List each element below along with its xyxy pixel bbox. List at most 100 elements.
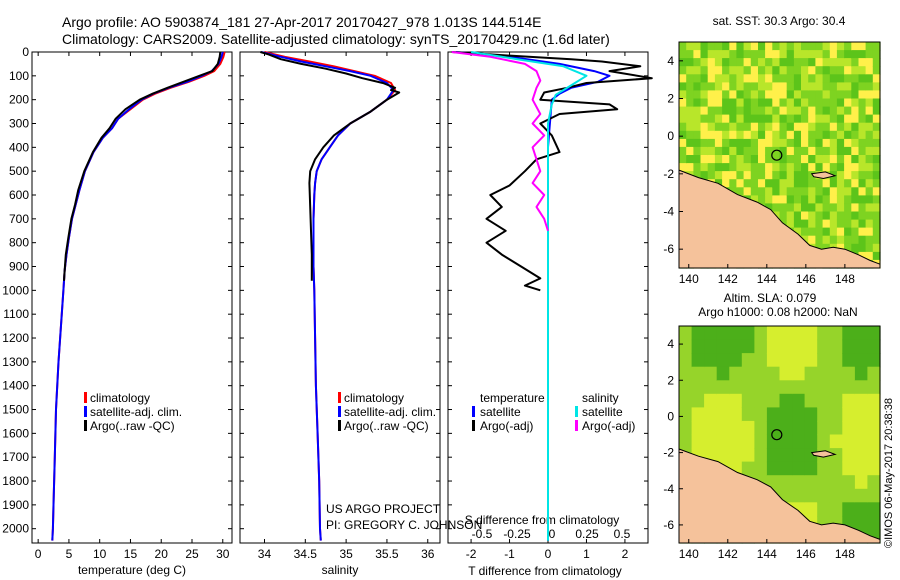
heatmap-cell — [793, 219, 802, 229]
heatmap-cell — [792, 353, 806, 368]
heatmap-cell — [679, 366, 693, 381]
heatmap-cell — [872, 179, 881, 188]
heatmap-cell — [801, 203, 809, 213]
heatmap-cell — [817, 488, 831, 503]
heatmap-cell — [779, 82, 788, 92]
heatmap-cell — [743, 66, 752, 75]
heatmap-cell — [693, 106, 702, 116]
heatmap-cell — [822, 74, 831, 83]
heatmap-cell — [817, 339, 831, 354]
heatmap-cell — [766, 380, 781, 395]
heatmap-cell — [858, 90, 867, 100]
heatmap-cell — [693, 138, 702, 148]
heatmap-cell — [804, 366, 818, 381]
heatmap-cell — [822, 219, 831, 229]
heatmap-cell — [792, 434, 806, 449]
heatmap-cell — [851, 211, 860, 221]
heatmap-cell — [815, 179, 824, 188]
heatmap-cell — [729, 146, 738, 156]
heatmap-cell — [765, 42, 773, 51]
heatmap-cell — [716, 407, 730, 422]
heatmap-cell — [722, 122, 730, 132]
series-line-satellite-adj-clim- — [51, 51, 224, 541]
heatmap-cell — [772, 171, 781, 180]
series-line-t-argo-adj- — [451, 51, 653, 292]
depth-tick-label: 1700 — [2, 450, 29, 464]
heatmap-cell — [854, 502, 869, 517]
heatmap-cell — [779, 420, 793, 436]
heatmap-cell — [817, 420, 831, 436]
heatmap-cell — [704, 407, 718, 422]
heatmap-cell — [792, 393, 806, 408]
difference-legend-s-satellite-swatch — [575, 406, 578, 417]
heatmap-cell — [865, 106, 874, 116]
heatmap-cell — [736, 155, 745, 164]
heatmap-cell — [817, 366, 831, 381]
heatmap-cell — [858, 42, 867, 51]
heatmap-cell — [844, 66, 852, 75]
depth-tick-label: 1100 — [3, 307, 29, 321]
heatmap-cell — [793, 106, 802, 116]
heatmap-cell — [779, 50, 788, 59]
heatmap-cell — [867, 393, 881, 408]
heatmap-cell — [793, 122, 802, 132]
heatmap-cell — [865, 203, 874, 213]
heatmap-cell — [836, 195, 845, 205]
heatmap-cell — [804, 353, 818, 368]
heatmap-cell — [801, 155, 809, 164]
heatmap-cell — [851, 187, 860, 196]
difference-legend-s-satellite: satellite — [582, 405, 623, 419]
heatmap-cell — [729, 380, 743, 395]
heatmap-cell — [808, 106, 816, 116]
depth-tick-label: 1200 — [2, 331, 29, 345]
heatmap-cell — [714, 74, 723, 83]
heatmap-cell — [722, 50, 730, 59]
heatmap-cell — [700, 130, 709, 140]
heatmap-cell — [714, 130, 723, 140]
x-tick-label: 15 — [124, 547, 138, 561]
heatmap-cell — [786, 171, 795, 180]
heatmap-cell — [858, 211, 867, 221]
heatmap-cell — [686, 114, 694, 124]
heatmap-cell — [858, 219, 867, 229]
heatmap-cell — [822, 195, 831, 205]
heatmap-cell — [693, 98, 702, 108]
heatmap-cell — [844, 138, 852, 148]
heatmap-cell — [772, 163, 781, 172]
heatmap-cell — [808, 203, 816, 213]
heatmap-cell — [867, 420, 881, 436]
heatmap-cell — [842, 339, 856, 354]
heatmap-cell — [679, 42, 687, 51]
heatmap-cell — [765, 74, 773, 83]
map-y-tick-label: -6 — [663, 518, 674, 532]
heatmap-cell — [858, 122, 867, 132]
heatmap-cell — [858, 187, 867, 196]
heatmap-cell — [872, 187, 881, 196]
heatmap-cell — [829, 122, 838, 132]
heatmap-cell — [729, 434, 743, 449]
heatmap-cell — [714, 42, 723, 51]
heatmap-cell — [854, 488, 869, 503]
heatmap-cell — [707, 155, 716, 164]
heatmap-cell — [743, 187, 752, 196]
heatmap-cell — [786, 195, 795, 205]
heatmap-cell — [736, 98, 745, 108]
heatmap-cell — [808, 171, 816, 180]
heatmap-cell — [829, 393, 843, 408]
s-difference-tick-label: 0.25 — [575, 527, 599, 541]
heatmap-cell — [829, 227, 838, 237]
heatmap-cell — [754, 353, 768, 368]
heatmap-cell — [741, 380, 755, 395]
heatmap-cell — [804, 420, 818, 436]
heatmap-cell — [801, 74, 809, 83]
heatmap-cell — [844, 114, 852, 124]
heatmap-cell — [722, 146, 730, 156]
heatmap-cell — [758, 130, 766, 140]
heatmap-cell — [700, 74, 709, 83]
x-tick-label: 34 — [258, 547, 272, 561]
heatmap-cell — [772, 195, 781, 205]
series-line-s-argo-adj- — [451, 51, 549, 232]
heatmap-cell — [836, 179, 845, 188]
heatmap-cell — [865, 155, 874, 164]
heatmap-cell — [842, 326, 856, 341]
